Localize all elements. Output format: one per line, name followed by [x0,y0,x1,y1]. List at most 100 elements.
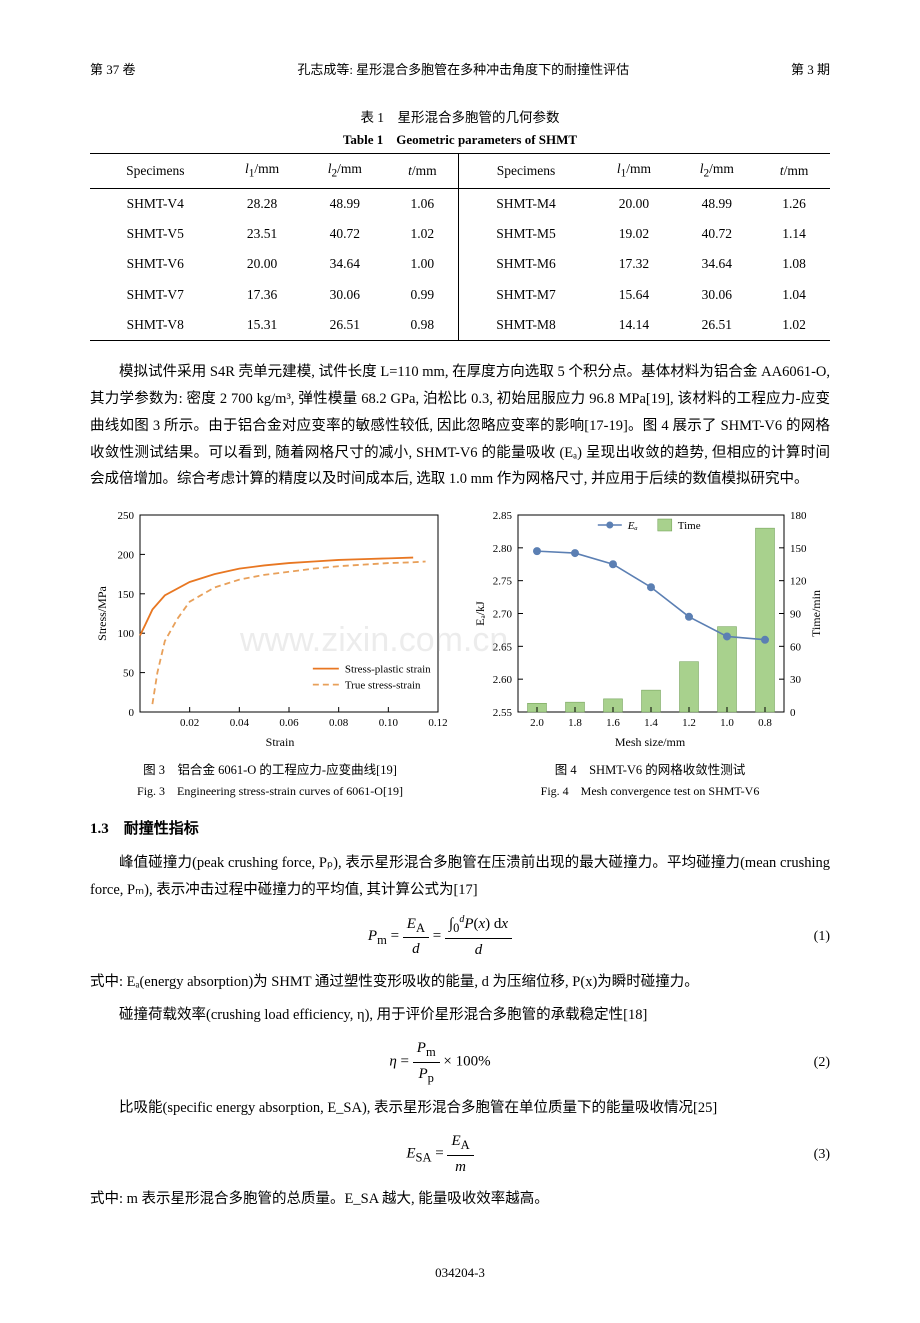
table-cell: SHMT-M6 [459,249,593,279]
header-title: 孔志成等: 星形混合多胞管在多种冲击角度下的耐撞性评估 [297,60,629,80]
table-cell: 1.14 [758,219,830,249]
svg-text:60: 60 [790,641,802,653]
equation-1: Pm = EA d = ∫0dP(x) dx d (1) [90,912,830,961]
figure-row: www.zixin.com.cn 0.020.040.060.080.100.1… [90,505,830,800]
paragraph-peak-force: 峰值碰撞力(peak crushing force, Pₚ), 表示星形混合多胞… [90,850,830,904]
table-cell: 30.06 [675,280,758,310]
table-cell: 40.72 [303,219,386,249]
svg-text:2.55: 2.55 [493,707,513,719]
svg-text:1.8: 1.8 [568,717,582,729]
table-cell: 1.08 [758,249,830,279]
header-issue: 第 3 期 [791,60,830,80]
equation-2: η = Pm Pp × 100% (2) [90,1037,830,1088]
table-cell: 26.51 [303,310,386,341]
paragraph-sea: 比吸能(specific energy absorption, E_SA), 表… [90,1095,830,1122]
table-cell: 40.72 [675,219,758,249]
table-cell: 1.02 [386,219,459,249]
table-header: Specimens [459,154,593,189]
svg-text:Strain: Strain [266,735,295,749]
fig4-caption-en: Fig. 4 Mesh convergence test on SHMT-V6 [470,782,830,800]
svg-text:0.10: 0.10 [379,717,399,729]
eq1-num: (1) [790,926,830,947]
table-header: l2/mm [675,154,758,189]
svg-text:2.80: 2.80 [493,543,513,555]
svg-text:1.6: 1.6 [606,717,620,729]
table-caption-cn: 表 1 星形混合多胞管的几何参数 [90,108,830,128]
table-header: Specimens [90,154,221,189]
paragraph-eq3-desc: 式中: m 表示星形混合多胞管的总质量。E_SA 越大, 能量吸收效率越高。 [90,1186,830,1213]
eq3-body: ESA = EA m [90,1130,790,1178]
table-cell: 15.31 [221,310,304,341]
table-cell: 1.00 [386,249,459,279]
table-cell: 14.14 [593,310,676,341]
table-cell: SHMT-M8 [459,310,593,341]
table-cell: SHMT-V8 [90,310,221,341]
table-cell: 15.64 [593,280,676,310]
eq2-body: η = Pm Pp × 100% [90,1037,790,1088]
table-cell: 17.36 [221,280,304,310]
table-cell: 19.02 [593,219,676,249]
table-cell: 20.00 [593,188,676,219]
svg-text:2.0: 2.0 [530,717,544,729]
svg-text:50: 50 [123,668,135,680]
table-header: t/mm [386,154,459,189]
svg-text:2.85: 2.85 [493,510,513,522]
fig4-caption-cn: 图 4 SHMT-V6 的网格收敛性测试 [470,761,830,780]
paragraph-efficiency: 碰撞荷载效率(crushing load efficiency, η), 用于评… [90,1002,830,1029]
section-1-3-title: 1.3 耐撞性指标 [90,818,830,841]
svg-text:Stress/MPa: Stress/MPa [95,586,109,641]
svg-text:1.4: 1.4 [644,717,658,729]
table-cell: SHMT-V5 [90,219,221,249]
svg-text:Time/min: Time/min [809,590,823,637]
eq3-num: (3) [790,1144,830,1165]
svg-text:Mesh size/mm: Mesh size/mm [615,735,686,749]
table-cell: 1.04 [758,280,830,310]
table-cell: SHMT-V7 [90,280,221,310]
eq1-body: Pm = EA d = ∫0dP(x) dx d [90,912,790,961]
table-cell: 26.51 [675,310,758,341]
fig3-caption-cn: 图 3 铝合金 6061-O 的工程应力-应变曲线[19] [90,761,450,780]
table-cell: 1.02 [758,310,830,341]
svg-text:200: 200 [118,550,135,562]
eq2-num: (2) [790,1052,830,1073]
svg-text:2.65: 2.65 [493,641,513,653]
table-cell: 0.98 [386,310,459,341]
geometric-parameters-table: Specimensl1/mml2/mmt/mmSpecimensl1/mml2/… [90,153,830,341]
section-num: 1.3 [90,821,109,837]
equation-3: ESA = EA m (3) [90,1130,830,1178]
table-cell: 48.99 [675,188,758,219]
svg-text:0: 0 [790,707,796,719]
table-caption-en: Table 1 Geometric parameters of SHMT [90,130,830,150]
svg-text:150: 150 [118,589,135,601]
fig3-caption-en: Fig. 3 Engineering stress-strain curves … [90,782,450,800]
page-header: 第 37 卷 孔志成等: 星形混合多胞管在多种冲击角度下的耐撞性评估 第 3 期 [90,60,830,80]
table-cell: SHMT-M4 [459,188,593,219]
svg-text:2.70: 2.70 [493,609,513,621]
table-cell: 23.51 [221,219,304,249]
svg-text:2.75: 2.75 [493,576,513,588]
section-name: 耐撞性指标 [124,821,199,837]
table-cell: 34.64 [303,249,386,279]
svg-text:180: 180 [790,510,807,522]
svg-text:0: 0 [129,707,135,719]
svg-text:100: 100 [118,628,135,640]
table-cell: 48.99 [303,188,386,219]
paragraph-eq1-desc: 式中: Eₐ(energy absorption)为 SHMT 通过塑性变形吸收… [90,969,830,996]
svg-text:0.06: 0.06 [279,717,299,729]
header-volume: 第 37 卷 [90,60,136,80]
svg-text:Stress-plastic strain: Stress-plastic strain [345,664,431,676]
table-cell: 28.28 [221,188,304,219]
svg-text:1.0: 1.0 [720,717,734,729]
svg-text:Eₐ: Eₐ [627,520,638,532]
svg-text:150: 150 [790,543,807,555]
svg-text:0.04: 0.04 [230,717,250,729]
svg-text:30: 30 [790,674,802,686]
figure-3: 0.020.040.060.080.100.12050100150200250S… [90,505,450,800]
page-number: 034204-3 [90,1263,830,1283]
svg-text:0.08: 0.08 [329,717,349,729]
table-cell: SHMT-V6 [90,249,221,279]
fig3-chart: 0.020.040.060.080.100.12050100150200250S… [90,505,450,750]
svg-text:90: 90 [790,609,802,621]
table-cell: SHMT-M7 [459,280,593,310]
svg-text:0.02: 0.02 [180,717,199,729]
